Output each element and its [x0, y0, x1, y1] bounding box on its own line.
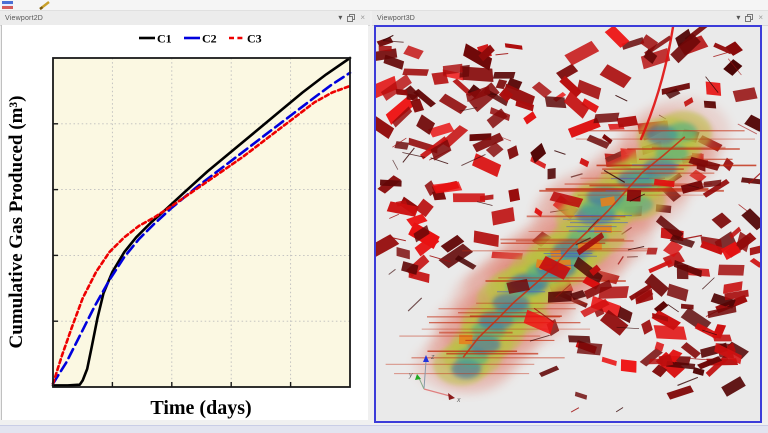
legend-label-C2: C2: [202, 32, 217, 46]
legend-label-C3: C3: [247, 32, 262, 46]
layers-icon[interactable]: [2, 1, 14, 10]
viewport2d-dropdown-icon[interactable]: ▾: [338, 14, 342, 22]
app-toolbar: [0, 0, 768, 11]
viewport3d-tabbar: Viewport3D ▾ ×: [372, 11, 768, 26]
viewport3d-canvas[interactable]: z y x: [374, 25, 762, 423]
cumulative-gas-chart: C1 C2 C3 Time (days) Cumulative Gas Produc…: [2, 25, 368, 420]
triad-label-y: y: [408, 372, 413, 379]
viewport3d-dropdown-icon[interactable]: ▾: [736, 14, 740, 22]
y-axis-label: Cumulative Gas Produced (m³): [6, 96, 27, 349]
x-axis-label: Time (days): [150, 397, 251, 419]
tab-viewport2d[interactable]: Viewport2D: [0, 15, 43, 22]
viewport2d-float-icon[interactable]: [347, 14, 355, 22]
viewport2d-close-icon[interactable]: ×: [360, 14, 365, 22]
viewport3d-close-icon[interactable]: ×: [758, 14, 763, 22]
plot-area: [53, 58, 350, 387]
fracture-network-scene: z y x: [376, 27, 760, 421]
legend-label-C1: C1: [157, 32, 172, 46]
viewport2d-canvas[interactable]: C1 C2 C3 Time (days) Cumulative Gas Produc…: [1, 25, 368, 420]
triad-label-x: x: [456, 397, 461, 404]
triad-label-z: z: [430, 354, 435, 361]
pencil-icon[interactable]: [38, 1, 52, 10]
tab-viewport3d[interactable]: Viewport3D: [372, 15, 415, 22]
viewport2d-tabbar: Viewport2D ▾ ×: [0, 11, 370, 26]
chart-legend: C1 C2 C3: [139, 32, 262, 46]
viewport3d-float-icon[interactable]: [745, 14, 753, 22]
